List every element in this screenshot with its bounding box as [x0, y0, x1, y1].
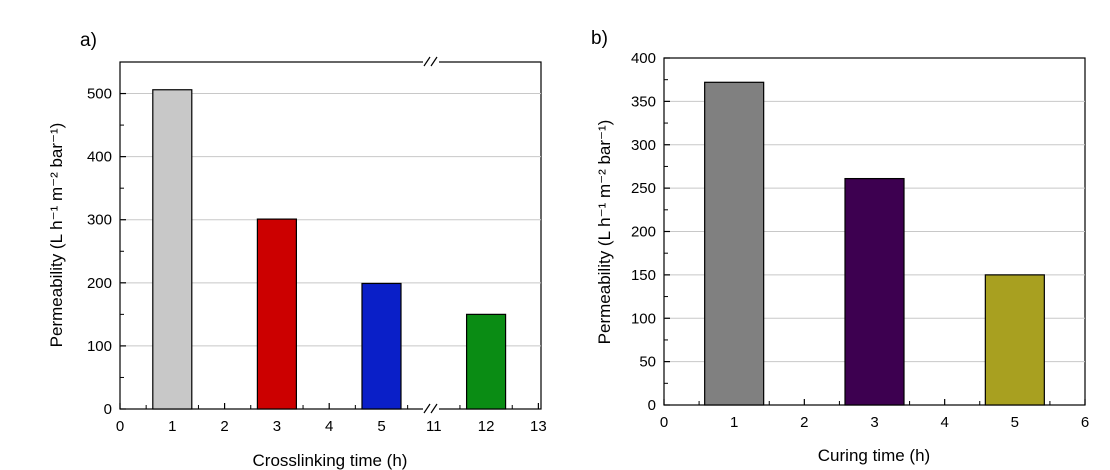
x-tick-label: 0 [660, 414, 668, 431]
panel-a-plot-area [119, 61, 542, 410]
x-tick-label: 1 [730, 414, 738, 431]
panel-a-x-tick-labels: 0 1 2 3 4 5 11 12 13 [116, 418, 547, 435]
x-tick-label: 11 [426, 418, 442, 435]
panel-b-x-tick-labels: 0 1 2 3 4 5 6 [660, 414, 1089, 431]
x-tick-label: 4 [325, 418, 333, 435]
panel-a-axis-break [423, 56, 439, 415]
y-tick-label: 200 [631, 224, 656, 241]
x-tick-label: 12 [478, 418, 495, 435]
bar-1 [152, 89, 193, 410]
y-tick-label: 400 [87, 149, 112, 166]
panel-a-x-axis-title: Crosslinking time (h) [253, 451, 408, 470]
x-tick-label: 3 [273, 418, 281, 435]
x-tick-label: 5 [1011, 414, 1019, 431]
chart-panel-b: b) 0 50 100 150 200 250 300 350 400 0 1 2 3 4 5 6 Curi… [591, 28, 1089, 465]
x-tick-label: 0 [116, 418, 124, 435]
bar-5 [361, 282, 402, 410]
bar-5 [984, 274, 1045, 406]
y-tick-label: 250 [631, 180, 656, 197]
panel-b-y-tick-labels: 0 50 100 150 200 250 300 350 400 [631, 50, 656, 414]
bar-3 [256, 218, 297, 410]
x-tick-label: 13 [530, 418, 547, 435]
panel-a-label: a) [80, 30, 97, 51]
y-tick-label: 100 [87, 338, 112, 355]
x-tick-label: 1 [168, 418, 176, 435]
bar-12 [465, 313, 507, 410]
panel-a-bars [152, 89, 507, 410]
x-tick-label: 2 [800, 414, 808, 431]
panel-a-y-axis-title: Permeability (L h⁻¹ m⁻² bar⁻¹) [47, 123, 66, 348]
bar-3 [844, 177, 905, 406]
bar-1 [704, 81, 765, 406]
y-tick-label: 500 [87, 86, 112, 103]
x-tick-label: 4 [940, 414, 948, 431]
panel-b-minor-ticks [663, 57, 1086, 406]
panel-b-bars [704, 81, 1045, 406]
y-tick-label: 350 [631, 93, 656, 110]
y-tick-label: 200 [87, 275, 112, 292]
y-tick-label: 100 [631, 310, 656, 327]
x-tick-label: 2 [220, 418, 228, 435]
x-tick-label: 3 [870, 414, 878, 431]
panel-b-y-axis-title: Permeability (L h⁻¹ m⁻² bar⁻¹) [595, 120, 614, 345]
y-tick-label: 400 [631, 50, 656, 67]
panel-a-y-tick-labels: 0 100 200 300 400 500 [87, 86, 112, 418]
y-tick-label: 0 [648, 397, 656, 414]
y-tick-label: 50 [639, 354, 656, 371]
y-tick-label: 300 [631, 137, 656, 154]
y-tick-label: 0 [104, 401, 112, 418]
y-tick-label: 150 [631, 267, 656, 284]
x-tick-label: 6 [1081, 414, 1089, 431]
x-tick-label: 5 [377, 418, 385, 435]
panel-b-label: b) [591, 28, 608, 49]
y-tick-label: 300 [87, 212, 112, 229]
panel-b-x-axis-title: Curing time (h) [818, 446, 930, 465]
